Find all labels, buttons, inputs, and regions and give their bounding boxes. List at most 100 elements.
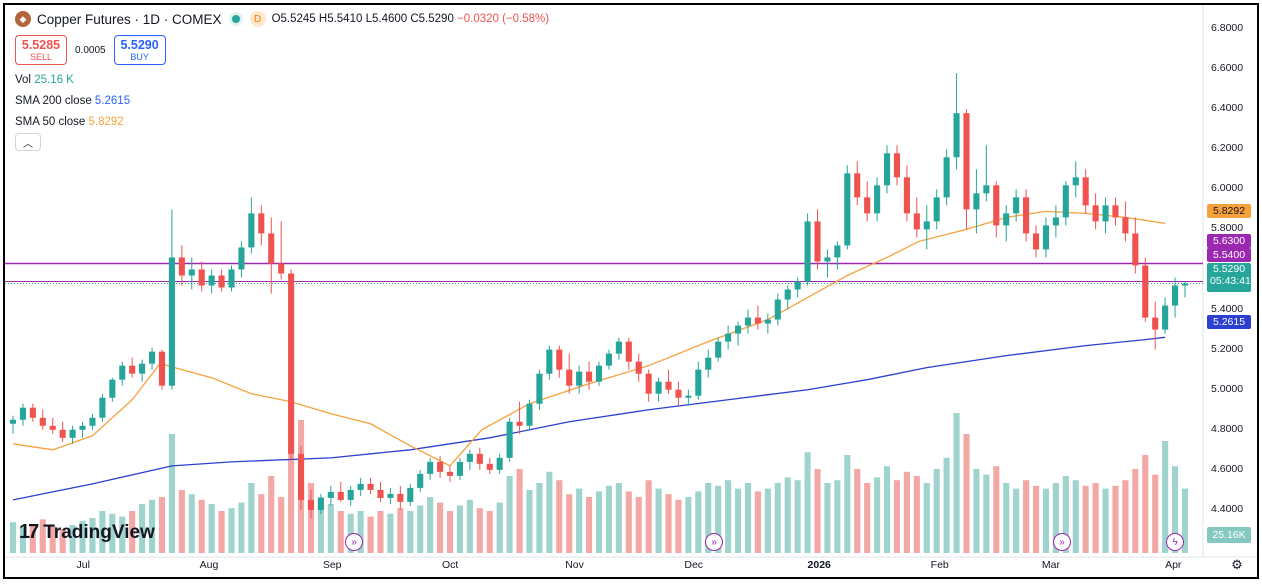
sma50-indicator[interactable]: SMA 50 close 5.8292 [15, 116, 124, 128]
collapse-legend-button[interactable]: ︿ [15, 133, 41, 151]
price-axis-label: 5.2000 [1211, 342, 1244, 355]
volume-bar [953, 413, 960, 553]
price-axis-label: 5.4000 [1211, 302, 1244, 315]
candle-body [188, 269, 195, 276]
volume-bar [288, 448, 295, 553]
chart-canvas[interactable] [5, 5, 1259, 579]
volume-bar [19, 527, 26, 553]
candle-body [39, 417, 46, 426]
candle-body [69, 429, 76, 438]
candle-body [397, 493, 404, 502]
volume-bar [834, 480, 841, 553]
candle-body [814, 221, 821, 262]
volume-bar [655, 488, 662, 553]
candle-body [1112, 205, 1119, 218]
volume-bar [744, 483, 752, 553]
candle-body [973, 193, 980, 210]
candle-body [1072, 177, 1079, 186]
chart-legend: ◆ Copper Futures · 1D · COMEX D O5.5245 … [15, 11, 549, 27]
buy-button[interactable]: 5.5290 BUY [113, 35, 166, 65]
candle-body [665, 381, 672, 390]
event-marker[interactable]: ϟ [1166, 533, 1184, 551]
volume-bar [89, 518, 96, 553]
volume-bar [665, 494, 672, 553]
close-value: C5.5290 [410, 13, 454, 25]
candle-body [854, 173, 861, 198]
volume-bar [903, 471, 910, 553]
candle-body [79, 425, 86, 430]
sma200-value: 5.2615 [94, 95, 131, 107]
candle-body [685, 395, 692, 398]
volume-bar [913, 476, 920, 553]
gear-icon[interactable]: ⚙ [1231, 557, 1243, 572]
volume-bar [754, 491, 761, 553]
countdown: 05:43:41 [1210, 275, 1251, 287]
volume-bar [874, 477, 881, 553]
candle-body [645, 373, 652, 394]
candle-body [625, 341, 632, 362]
symbol-title[interactable]: Copper Futures · 1D · COMEX [37, 11, 222, 27]
candle-body [178, 257, 185, 276]
volume-bar [496, 502, 503, 553]
volume-bar [794, 480, 801, 553]
candle-body [9, 419, 17, 424]
event-marker[interactable]: » [345, 533, 363, 551]
candle-body [496, 457, 503, 470]
volume-bar [208, 504, 215, 553]
sma50-label: SMA 50 close [15, 116, 86, 128]
volume-bar [864, 483, 871, 553]
candle-body [903, 177, 910, 214]
volume-bar [258, 494, 265, 553]
sma200-indicator[interactable]: SMA 200 close 5.2615 [15, 95, 130, 107]
candle-body [933, 197, 940, 222]
event-marker[interactable]: » [1053, 533, 1071, 551]
volume-bar [407, 511, 414, 553]
resistance-price-tag: 5.6300 [1207, 234, 1251, 248]
volume-bar [516, 469, 523, 553]
volume-bar [993, 466, 1000, 553]
candle-body [983, 185, 990, 194]
candle-body [993, 185, 1000, 226]
candle-body [297, 453, 305, 500]
volume-bar [198, 499, 205, 553]
volume-bar [1082, 485, 1089, 553]
sell-button[interactable]: 5.5285 SELL [15, 35, 67, 65]
volume-bar [893, 480, 901, 553]
candle-body [1132, 233, 1139, 266]
candle-body [407, 487, 414, 502]
volume-bar [1072, 480, 1079, 553]
price-axis-label: 4.4000 [1211, 502, 1244, 515]
candle-body [804, 221, 811, 282]
volume-bar [1181, 488, 1189, 553]
price-axis-label: 6.4000 [1211, 102, 1244, 115]
volume-bar [536, 483, 543, 553]
volume-bar [188, 494, 195, 553]
candle-body [158, 351, 166, 386]
volume-bar [168, 434, 175, 553]
vol-label: Vol [15, 74, 31, 86]
candle-body [1032, 233, 1040, 250]
candle-body [615, 341, 622, 354]
candle-body [129, 365, 136, 374]
d-badge[interactable]: D [249, 11, 266, 27]
candle-body [1092, 205, 1099, 222]
time-axis-label: Dec [684, 559, 704, 571]
tradingview-watermark[interactable]: 17 TradingView [19, 521, 155, 544]
candle-body [675, 389, 682, 398]
volume-bar [456, 505, 464, 553]
candle-body [427, 461, 434, 474]
candle-body [307, 499, 315, 510]
candle-body [29, 407, 36, 418]
volume-bar [377, 511, 384, 553]
event-marker[interactable]: » [705, 533, 723, 551]
candle-body [725, 333, 732, 342]
candle-body [526, 403, 533, 426]
candle-body [1042, 225, 1050, 250]
volume-bar [963, 434, 970, 553]
price-axis-label: 6.2000 [1211, 142, 1244, 155]
volume-bar [615, 483, 622, 553]
volume-bar [506, 476, 513, 553]
candle-body [208, 275, 215, 286]
volume-indicator[interactable]: Vol 25.16 K [15, 74, 74, 86]
volume-bar [705, 483, 712, 553]
